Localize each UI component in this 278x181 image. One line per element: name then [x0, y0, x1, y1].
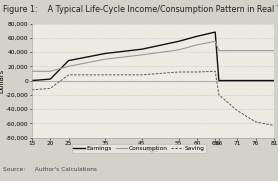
Legend: Earnings, Consumption, Saving: Earnings, Consumption, Saving — [71, 144, 207, 153]
Y-axis label: Dollars: Dollars — [0, 68, 4, 93]
X-axis label: Age: Age — [146, 147, 160, 153]
Text: Source:     Author's Calculations: Source: Author's Calculations — [3, 167, 97, 172]
Text: Figure 1:    A Typical Life-Cycle Income/Consumption Pattern in Real Terms: Figure 1: A Typical Life-Cycle Income/Co… — [3, 5, 278, 14]
